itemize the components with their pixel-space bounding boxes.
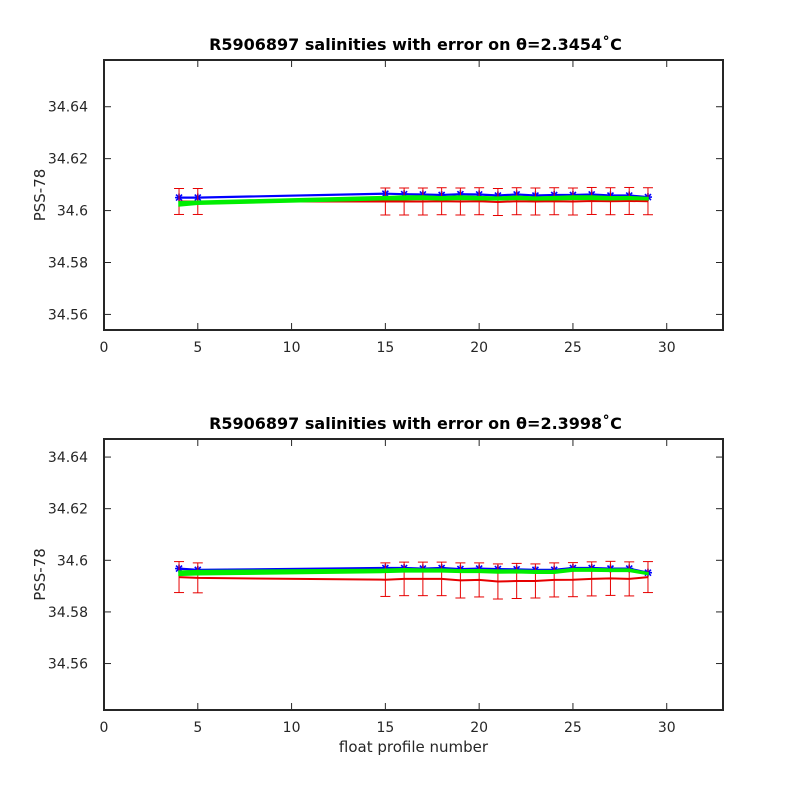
chart-2: 0 5 10 15 20 25 30 34.56 34.58 34.6 34.62 34.64 R590… xyxy=(31,414,724,756)
x-tick-label: 20 xyxy=(470,720,488,736)
y-axis-label: PSS-78 xyxy=(31,169,49,222)
series-green-band xyxy=(178,195,649,207)
series-green xyxy=(178,567,649,577)
x-tick-label: 0 xyxy=(100,720,109,736)
x-tick-label: 10 xyxy=(283,340,301,356)
y-tick-label: 34.56 xyxy=(48,307,88,323)
series-red xyxy=(174,560,653,600)
series-green xyxy=(178,195,649,207)
x-tick-label: 15 xyxy=(376,340,394,356)
x-axis-label: float profile number xyxy=(339,738,489,756)
y-axis-label: PSS-78 xyxy=(31,548,49,601)
x-tick-label: 5 xyxy=(193,340,202,356)
y-tick-label: 34.62 xyxy=(48,152,88,168)
x-tick-label: 0 xyxy=(100,340,109,356)
x-tick-label: 20 xyxy=(470,340,488,356)
y-tick-label: 34.64 xyxy=(48,450,88,466)
x-tick-label: 15 xyxy=(376,720,394,736)
x-tick-label: 5 xyxy=(193,720,202,736)
x-tick-label: 25 xyxy=(564,720,582,736)
chart-title: R5906897 salinities with error on θ=2.39… xyxy=(209,414,622,433)
plot-frame xyxy=(103,438,724,711)
x-tick-label: 30 xyxy=(658,720,676,736)
y-tick-label: 34.6 xyxy=(57,553,88,569)
x-tick-label: 30 xyxy=(658,340,676,356)
x-tick-label: 25 xyxy=(564,340,582,356)
chart-title: R5906897 salinities with error on θ=2.34… xyxy=(209,35,622,54)
y-tick-label: 34.62 xyxy=(48,502,88,518)
chart-1: 0 5 10 15 20 25 30 34.56 34.58 34.6 34.62 34.64 R590… xyxy=(31,35,724,356)
y-tick-label: 34.56 xyxy=(48,657,88,673)
x-tick-label: 10 xyxy=(283,720,301,736)
y-tick-label: 34.58 xyxy=(48,605,88,621)
y-tick-label: 34.64 xyxy=(48,100,88,116)
plot-frame xyxy=(103,59,724,331)
series-red xyxy=(174,186,653,217)
series-green-band xyxy=(178,567,649,577)
y-tick-label: 34.58 xyxy=(48,256,88,272)
y-tick-label: 34.6 xyxy=(57,204,88,220)
